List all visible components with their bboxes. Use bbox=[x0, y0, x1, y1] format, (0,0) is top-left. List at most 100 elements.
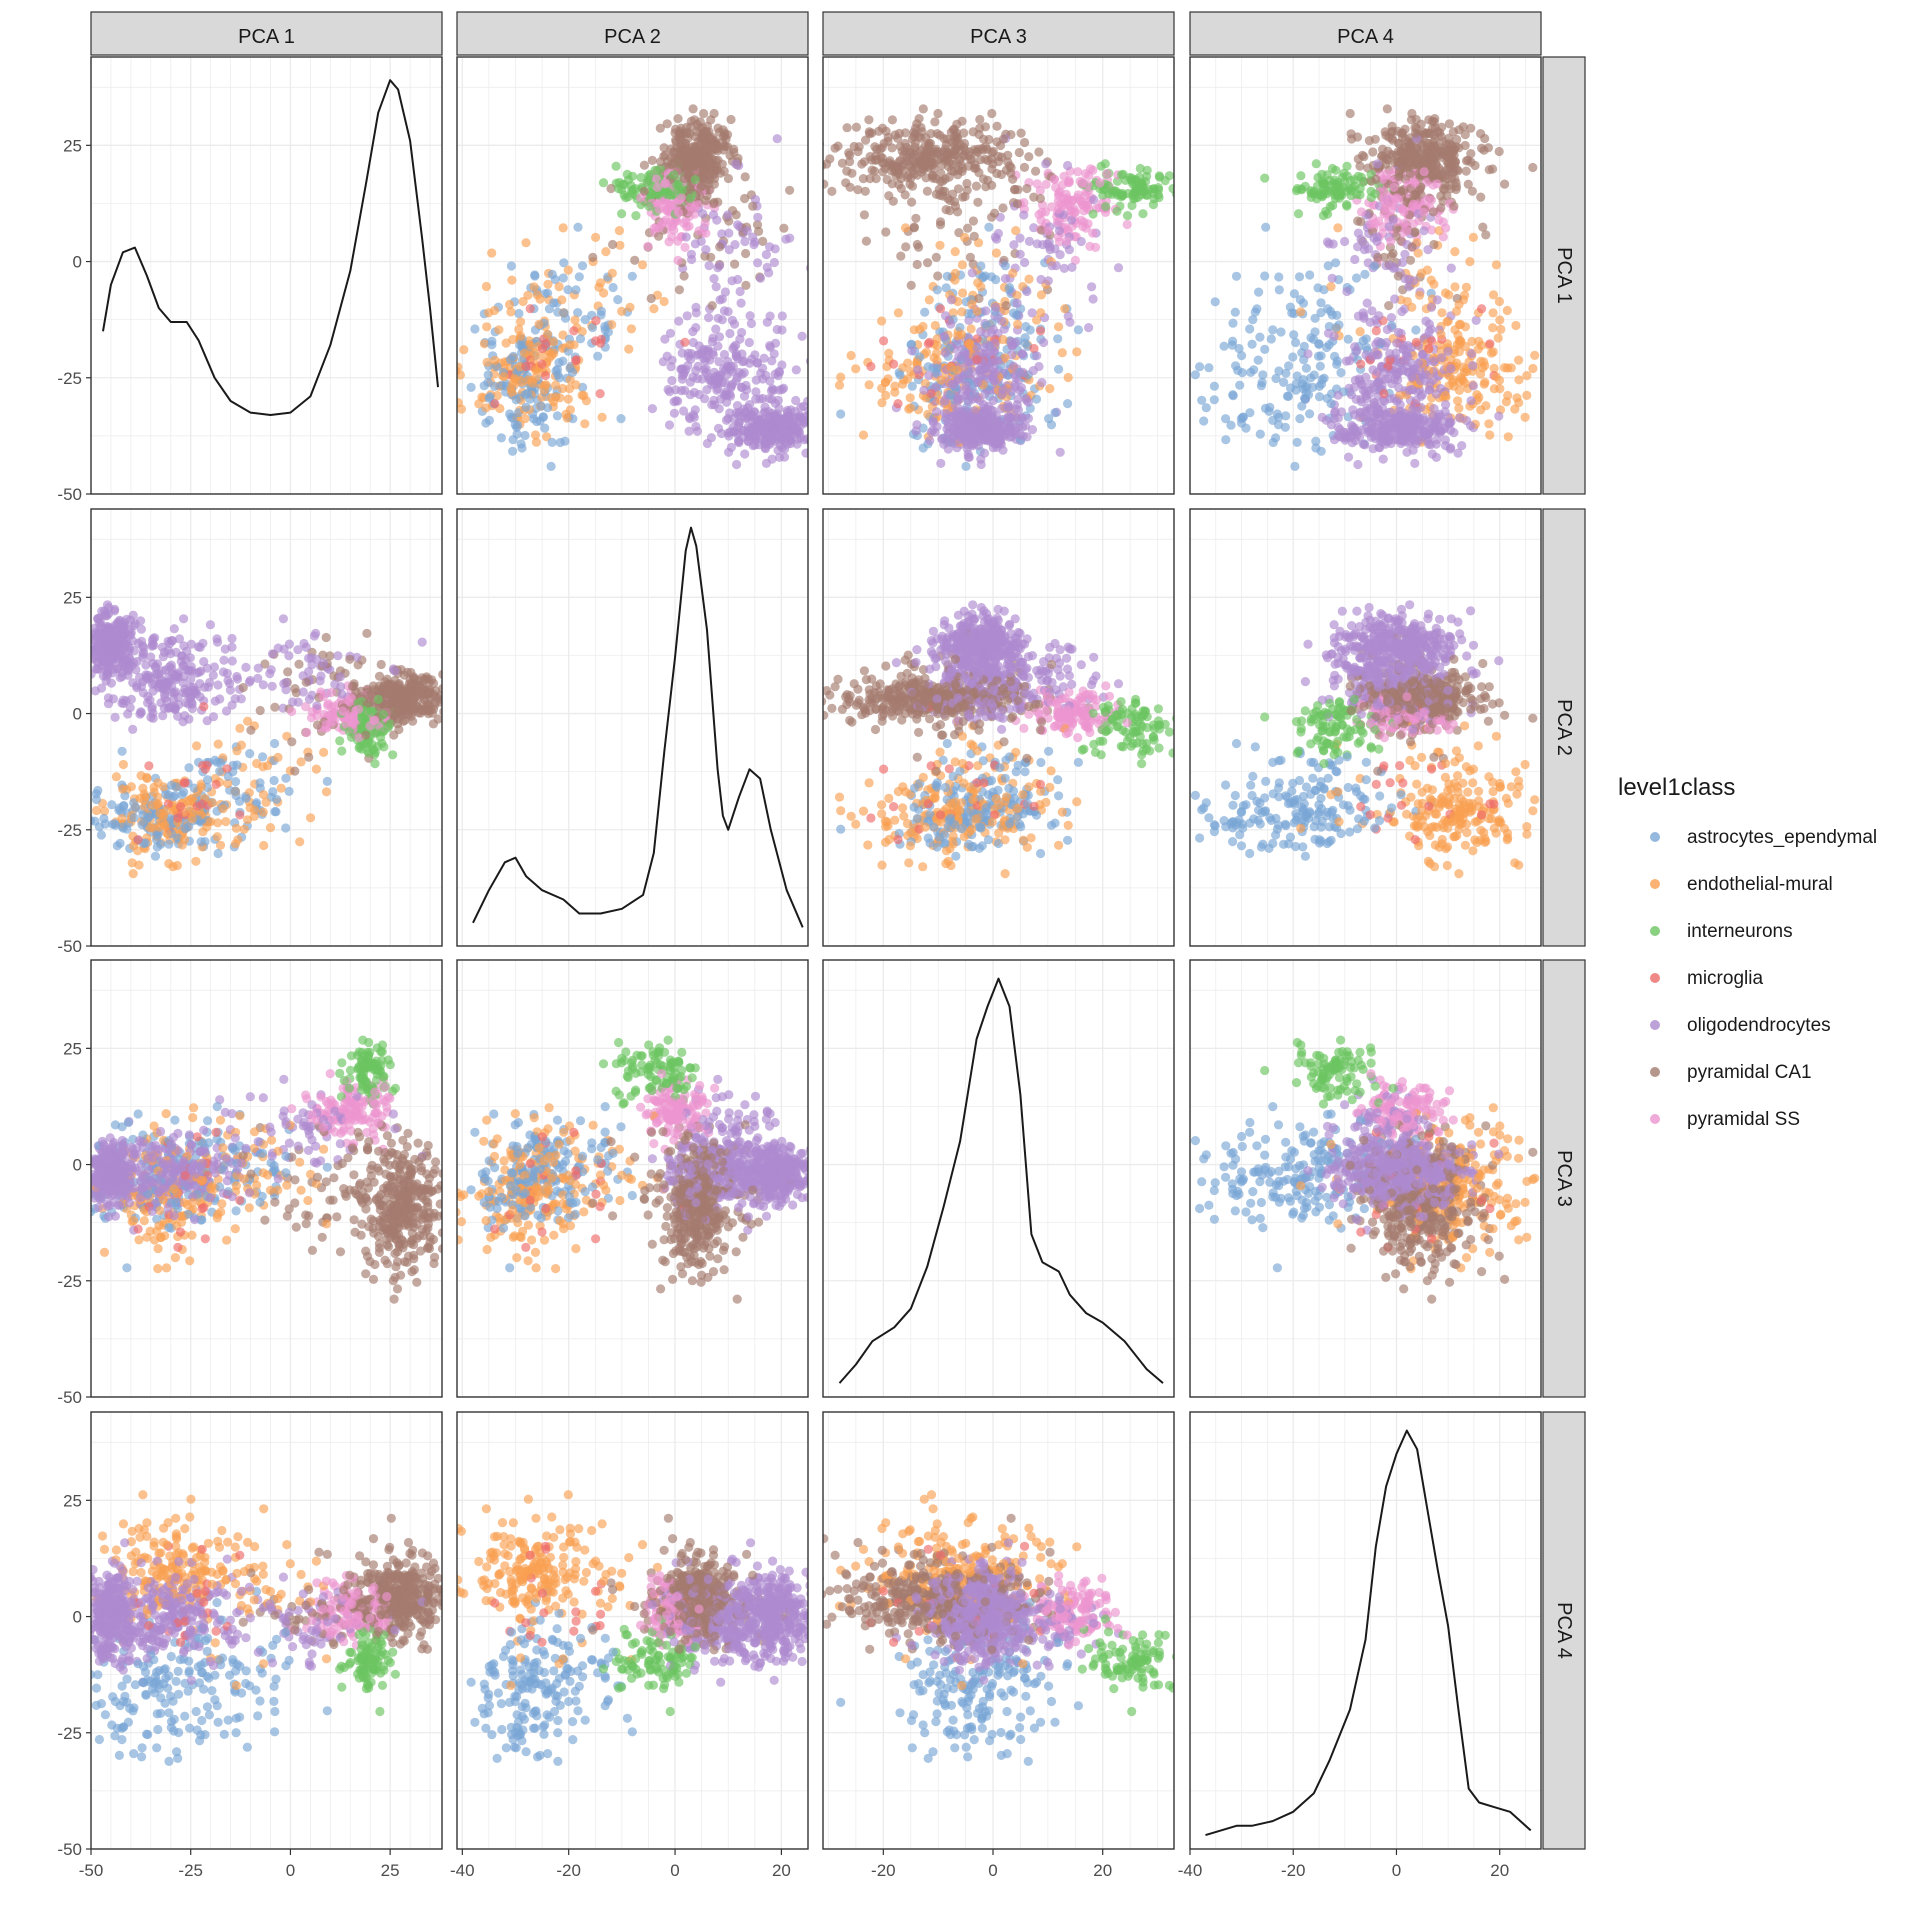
point bbox=[1041, 207, 1051, 217]
point bbox=[1441, 223, 1451, 233]
point bbox=[484, 308, 494, 318]
point bbox=[650, 165, 660, 175]
point bbox=[1397, 365, 1407, 375]
point bbox=[525, 304, 535, 314]
point bbox=[1054, 226, 1065, 236]
point bbox=[916, 133, 926, 143]
row-strip: PCA 1 bbox=[1542, 56, 1586, 495]
point bbox=[1431, 452, 1441, 462]
point bbox=[957, 116, 967, 126]
point bbox=[1293, 209, 1304, 219]
point bbox=[1405, 255, 1416, 265]
point bbox=[1528, 363, 1538, 374]
point bbox=[1311, 436, 1321, 446]
point bbox=[687, 254, 697, 265]
point bbox=[1437, 353, 1447, 363]
point bbox=[1112, 206, 1122, 216]
point bbox=[516, 439, 526, 449]
point bbox=[1050, 408, 1060, 418]
point bbox=[1453, 396, 1463, 406]
point bbox=[652, 182, 663, 192]
point bbox=[971, 391, 981, 401]
point bbox=[1356, 234, 1366, 244]
point bbox=[1054, 322, 1064, 332]
point bbox=[717, 229, 727, 239]
point bbox=[720, 287, 731, 297]
point bbox=[1388, 126, 1398, 136]
point bbox=[1423, 245, 1433, 255]
point bbox=[529, 282, 539, 292]
point bbox=[1253, 355, 1263, 365]
point bbox=[680, 152, 690, 162]
point bbox=[1394, 166, 1404, 176]
point bbox=[881, 227, 891, 237]
point bbox=[1402, 226, 1412, 236]
point bbox=[961, 436, 971, 447]
point bbox=[676, 364, 686, 374]
point bbox=[1292, 437, 1302, 447]
point bbox=[1461, 282, 1471, 292]
point bbox=[1440, 390, 1450, 401]
point bbox=[874, 126, 884, 136]
point bbox=[1001, 301, 1011, 311]
point bbox=[482, 322, 492, 332]
point bbox=[1333, 430, 1343, 440]
point bbox=[260, 659, 270, 669]
point bbox=[988, 395, 998, 406]
scatter-points bbox=[91, 600, 442, 879]
point bbox=[1303, 390, 1314, 400]
point bbox=[1024, 274, 1034, 284]
point bbox=[1041, 159, 1051, 169]
point bbox=[727, 276, 737, 286]
point bbox=[1378, 395, 1388, 405]
point bbox=[487, 340, 497, 350]
row-strip-label: PCA 3 bbox=[1553, 1150, 1575, 1207]
point bbox=[626, 324, 637, 334]
point bbox=[699, 145, 709, 156]
point bbox=[1122, 219, 1132, 230]
point bbox=[946, 127, 956, 137]
point bbox=[608, 282, 618, 293]
point bbox=[1426, 302, 1437, 312]
point bbox=[907, 197, 917, 207]
point bbox=[825, 154, 835, 164]
point bbox=[1294, 272, 1305, 282]
point bbox=[1528, 162, 1538, 173]
column-strip: PCA 1 bbox=[90, 11, 443, 56]
point bbox=[1329, 175, 1340, 185]
point bbox=[691, 366, 701, 376]
panel bbox=[1189, 56, 1542, 495]
point bbox=[1027, 308, 1037, 318]
point bbox=[1025, 325, 1035, 335]
point bbox=[796, 402, 806, 412]
point bbox=[1199, 416, 1209, 426]
point bbox=[909, 222, 919, 232]
point bbox=[912, 239, 922, 250]
point bbox=[614, 184, 624, 194]
point bbox=[1012, 298, 1022, 308]
point bbox=[508, 378, 518, 389]
point bbox=[957, 260, 968, 270]
row-strip-label: PCA 2 bbox=[1553, 699, 1575, 756]
point bbox=[981, 320, 991, 331]
point bbox=[914, 156, 924, 166]
point bbox=[969, 145, 979, 155]
point bbox=[1000, 274, 1011, 284]
point bbox=[714, 261, 725, 271]
point bbox=[1247, 339, 1257, 349]
point bbox=[1314, 381, 1324, 391]
point bbox=[1272, 409, 1282, 419]
point bbox=[968, 216, 979, 226]
point bbox=[858, 430, 869, 440]
point bbox=[1034, 147, 1044, 157]
point bbox=[1413, 248, 1423, 258]
point bbox=[700, 394, 710, 404]
point bbox=[916, 122, 926, 133]
point bbox=[1032, 179, 1042, 189]
point bbox=[953, 435, 963, 446]
point bbox=[518, 296, 528, 307]
point bbox=[922, 145, 932, 156]
point bbox=[1265, 402, 1275, 412]
point bbox=[1326, 282, 1336, 292]
point bbox=[1415, 290, 1425, 300]
